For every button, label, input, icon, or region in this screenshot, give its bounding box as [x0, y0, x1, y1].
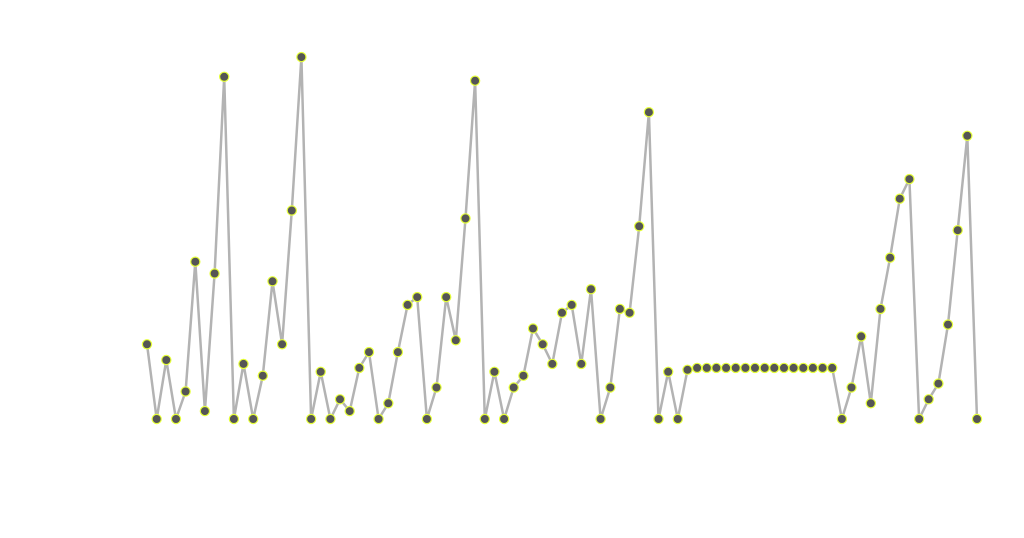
data-point — [363, 346, 375, 358]
data-point — [228, 413, 240, 425]
data-point — [469, 75, 481, 86]
plot-area — [141, 51, 983, 425]
data-point — [720, 362, 732, 374]
data-point — [190, 256, 201, 267]
data-point — [441, 291, 452, 303]
data-point — [663, 366, 674, 377]
data-point — [247, 413, 259, 425]
data-point — [392, 346, 404, 358]
data-point — [634, 221, 645, 232]
data-point — [798, 362, 809, 374]
data-point — [556, 307, 568, 318]
data-point — [884, 252, 896, 263]
data-point — [807, 362, 819, 374]
data-point — [305, 413, 317, 425]
data-point — [450, 335, 461, 346]
data-point — [865, 398, 877, 409]
data-point — [479, 413, 490, 425]
data-point — [788, 362, 799, 374]
data-point — [344, 405, 355, 417]
data-point — [913, 413, 925, 425]
data-point — [276, 339, 288, 350]
data-point — [354, 362, 365, 374]
data-point — [334, 394, 346, 405]
data-point — [402, 299, 413, 311]
data-point — [412, 291, 423, 303]
data-point — [238, 358, 249, 370]
data-point — [151, 413, 162, 425]
data-point — [923, 394, 934, 405]
data-point — [605, 382, 616, 393]
data-point — [653, 413, 664, 425]
data-point — [759, 362, 770, 374]
data-point — [691, 362, 703, 374]
data-point — [595, 413, 606, 425]
data-point — [952, 224, 963, 236]
data-point — [508, 382, 519, 393]
data-point — [846, 382, 857, 393]
data-point — [421, 413, 433, 425]
data-point — [325, 413, 336, 425]
data-point — [962, 130, 973, 141]
data-point — [672, 413, 684, 425]
data-point — [199, 405, 211, 417]
data-point — [180, 386, 191, 397]
data-point — [856, 331, 867, 342]
data-point — [778, 362, 790, 374]
data-point — [286, 205, 297, 216]
data-point — [537, 339, 548, 350]
data-point — [836, 413, 848, 425]
data-point — [547, 358, 558, 370]
data-point — [209, 268, 220, 279]
data-point — [373, 413, 384, 425]
data-point — [257, 370, 268, 381]
data-point — [218, 71, 230, 83]
data-point — [749, 362, 761, 374]
data-point — [498, 413, 510, 425]
data-point — [817, 362, 828, 374]
data-point — [894, 193, 906, 204]
data-point — [730, 362, 741, 374]
data-point — [769, 362, 780, 374]
data-point — [170, 413, 182, 425]
data-point — [431, 382, 442, 393]
data-point — [933, 378, 944, 389]
data-point — [614, 303, 626, 315]
data-point — [827, 362, 838, 374]
data-point — [643, 106, 655, 118]
data-point — [161, 354, 172, 366]
data-point — [585, 284, 597, 295]
data-point — [942, 319, 954, 330]
data-point — [711, 362, 722, 374]
data-point — [682, 364, 693, 375]
data-point — [971, 413, 983, 425]
data-point — [383, 398, 394, 409]
data-point — [875, 303, 886, 315]
data-point — [489, 366, 500, 377]
data-point — [460, 213, 471, 224]
data-point — [566, 299, 577, 311]
data-point — [267, 276, 278, 287]
data-point — [527, 323, 539, 334]
data-point — [624, 307, 635, 318]
data-point — [576, 358, 587, 370]
data-point — [141, 339, 153, 350]
data-point — [296, 51, 307, 63]
data-point — [315, 366, 326, 377]
data-point — [740, 362, 751, 374]
data-point — [701, 362, 713, 374]
data-point — [904, 173, 915, 185]
data-point — [518, 370, 529, 381]
